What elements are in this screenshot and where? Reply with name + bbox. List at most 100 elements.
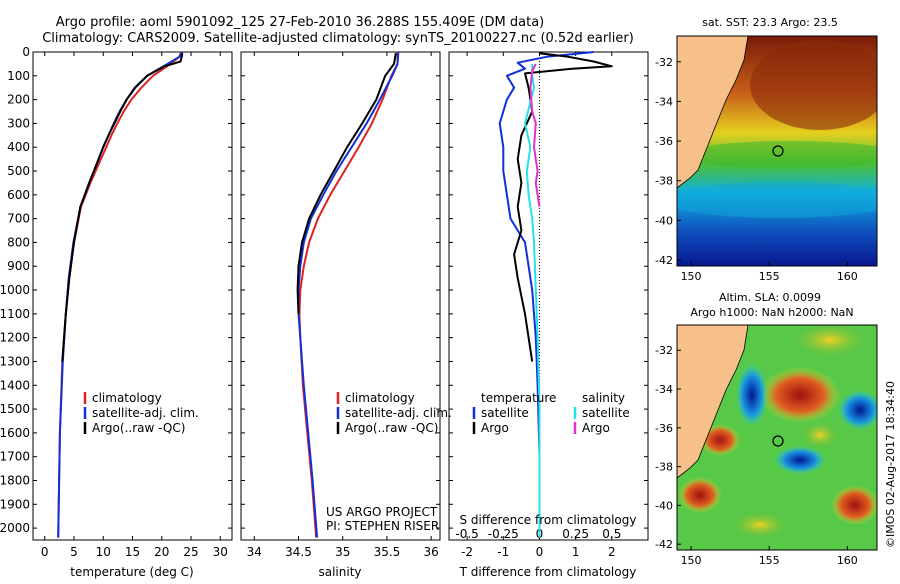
sla-map [677,325,877,550]
x-tick-label: 34.5 [285,545,312,559]
y-tick-label: 400 [7,140,30,154]
legend-argo: Argo(..raw -QC) [92,421,185,435]
y-tick-label: 1500 [0,402,30,416]
differences-series-temperature-argo [513,52,613,362]
y-tick-label: 900 [7,259,30,273]
difference-xlabel: T difference from climatology [459,565,637,579]
y-tick-label: 500 [7,164,30,178]
y-tick-label: 800 [7,235,30,249]
lat-tick-label: -42 [655,254,673,267]
float-location-marker [772,435,784,447]
x-tick-label: 15 [125,545,140,559]
salinity-plot: 34 34.5 35 35.5 36 [241,51,440,559]
y-tick-label: 1200 [0,331,30,345]
differences-plot: -2 -1 0 1 2-0.5 -0.25 0 0.25 0.5 [449,51,648,559]
sla-map-ticks: -32 -34 -36 -38 -40 -42 150 155 160 [655,344,858,567]
cold-eddy-east [838,390,877,430]
title-line-2: Climatology: CARS2009. Satellite-adjuste… [42,31,634,46]
salinity-series-climatology [298,52,399,538]
title-line-1: Argo profile: aoml 5901092_125 27-Feb-20… [56,15,545,30]
copyright-stamp: ©IMOS 02-Aug-2017 18:34:40 [884,381,897,548]
eddy-yellow-1 [790,325,870,358]
top-x-tick-label: 0.25 [562,527,589,541]
temperature-series-climatology [57,51,183,538]
lon-tick-label: 150 [681,554,702,567]
lon-tick-label: 150 [681,270,702,283]
cold-eddy-south [774,446,826,474]
x-tick-label: 10 [96,545,111,559]
x-tick-label: -2 [461,545,473,559]
top-x-tick-label: 0.5 [602,527,621,541]
legend-t-argo: Argo [481,421,509,435]
x-tick-label: 30 [213,545,228,559]
legend-s-argo: Argo [582,421,610,435]
warm-eddy-southwest [678,477,722,513]
differences-series-salinity-argo [529,63,541,207]
x-tick-label: 0 [41,545,49,559]
x-tick-label: 36 [424,545,439,559]
temperature-series-satellite-adj-clim [57,51,184,538]
x-tick-label: 2 [608,545,616,559]
salinity-series-argo-raw-qc [296,53,397,314]
difference-legend: temperature satellite Argo salinity sate… [472,391,630,435]
differences-series-temperature-satellite [498,51,594,538]
y-tick-label: 1300 [0,354,30,368]
sst-map [677,36,877,266]
y-tick-label: 1000 [0,283,30,297]
y-tick-label: 1600 [0,426,30,440]
lat-tick-label: -38 [655,175,673,188]
x-tick-label: 0 [536,545,544,559]
land-australia [677,36,748,188]
x-tick-label: 5 [70,545,78,559]
lon-tick-label: 155 [759,270,780,283]
pi-label: PI: STEPHEN RISER [326,519,439,533]
y-tick-label: 600 [7,188,30,202]
lat-tick-label: -42 [655,538,673,551]
profile-plots: 0100200300400500600700800900100011001200… [0,45,648,559]
sst-map-frame [676,35,878,267]
legend-climatology: climatology [92,391,162,405]
y-tick-label: 100 [7,69,30,83]
y-tick-label: 1800 [0,473,30,487]
y-tick-label: 2000 [0,521,30,535]
cold-eddy [736,363,768,427]
lat-tick-label: -38 [655,461,673,474]
x-tick-label: 1 [572,545,580,559]
y-tick-label: 1100 [0,307,30,321]
sla-map-title: Altim. SLA: 0.0099 [719,291,821,304]
y-tick-label: 1700 [0,450,30,464]
eddy-yellow-3 [730,511,790,539]
temperature-series-argo-raw-qc [61,53,184,362]
legend-salinity-heading: salinity [582,391,625,405]
x-tick-label: 34 [247,545,262,559]
lon-tick-label: 160 [837,554,858,567]
eddy-yellow-2 [800,421,840,449]
lat-tick-label: -40 [655,214,673,227]
front-band [680,141,877,169]
legend-s-satellite: satellite [582,406,630,420]
y-tick-label: 1900 [0,497,30,511]
lat-tick-label: -32 [655,56,673,69]
legend-temperature-heading: temperature [481,391,556,405]
y-tick-label: 0 [22,45,30,59]
legend-climatology: climatology [345,391,415,405]
differences-series-salinity-satellite [524,63,541,538]
legend-satellite: satellite-adj. clim. [92,406,199,420]
lat-tick-label: -36 [655,422,673,435]
top-x-tick-label: -0.5 [455,527,478,541]
x-tick-label: -1 [497,545,509,559]
top-x-tick-label: -0.25 [488,527,519,541]
cool-band [677,182,877,218]
temperature-xlabel: temperature (deg C) [70,565,193,579]
temperature-plot-frame [32,51,233,541]
lon-tick-label: 155 [759,554,780,567]
lat-tick-label: -34 [655,383,673,396]
sst-map-ticks: -32 -34 -36 -38 -40 -42 150 155 160 [655,56,858,283]
legend-satellite: satellite-adj. clim. [345,406,452,420]
legend-t-satellite: satellite [481,406,529,420]
difference-top-label: S difference from climatology [460,513,637,527]
y-tick-label: 200 [7,93,30,107]
x-tick-label: 25 [183,545,198,559]
